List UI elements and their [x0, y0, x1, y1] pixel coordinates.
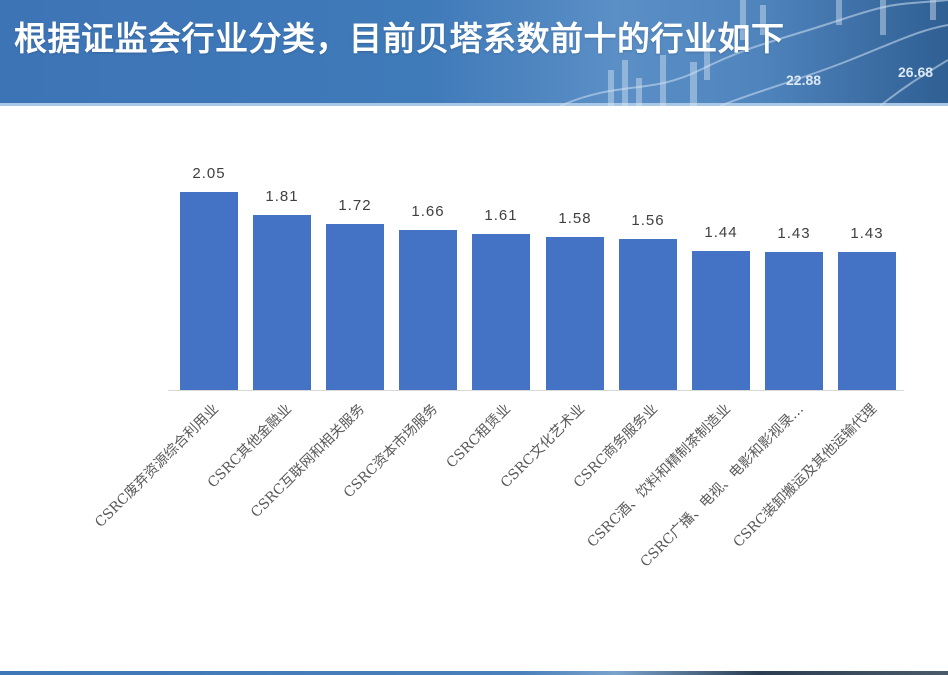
- decor-number-2: 26.68: [898, 64, 934, 80]
- bar-value-label: 1.44: [704, 224, 738, 241]
- bar: [692, 251, 750, 390]
- bar-value-label: 1.43: [850, 225, 884, 242]
- bar-value-label: 1.61: [484, 207, 518, 224]
- header-banner: 根据证监会行业分类，目前贝塔系数前十的行业如下 22.88 26.68: [0, 0, 948, 106]
- bar-value-label: 1.43: [777, 225, 811, 242]
- bar-value-label: 1.56: [631, 212, 665, 229]
- bar: [838, 252, 896, 390]
- category-label: CSRC装卸搬运及其他运输代理: [730, 401, 881, 551]
- bar: [765, 252, 823, 390]
- bar-value-label: 1.66: [411, 203, 445, 220]
- bar: [253, 215, 311, 390]
- bar-value-label: 1.81: [265, 188, 299, 205]
- page-title: 根据证监会行业分类，目前贝塔系数前十的行业如下: [14, 19, 785, 58]
- bar: [180, 192, 238, 390]
- bar: [619, 239, 677, 390]
- bar: [399, 230, 457, 390]
- bar: [546, 237, 604, 390]
- bar-value-label: 1.72: [338, 197, 372, 214]
- stock-chart-background-icon: [559, 0, 948, 106]
- bar: [472, 234, 530, 390]
- x-axis-line: [168, 390, 904, 391]
- footer-strip: [0, 671, 948, 675]
- bar: [326, 224, 384, 390]
- category-label: CSRC酒、饮料和精制茶制造业: [584, 401, 735, 551]
- decor-number-1: 22.88: [786, 72, 822, 88]
- beta-bar-chart: 2.05 CSRC废弃资源综合利用业 1.81 CSRC其他金融业 1.72 CSRC互联…: [0, 106, 948, 666]
- category-label: CSRC租赁业: [443, 401, 515, 472]
- bar-value-label: 2.05: [192, 165, 226, 182]
- category-label: CSRC废弃资源综合利用业: [92, 401, 223, 531]
- bar-value-label: 1.58: [558, 210, 592, 227]
